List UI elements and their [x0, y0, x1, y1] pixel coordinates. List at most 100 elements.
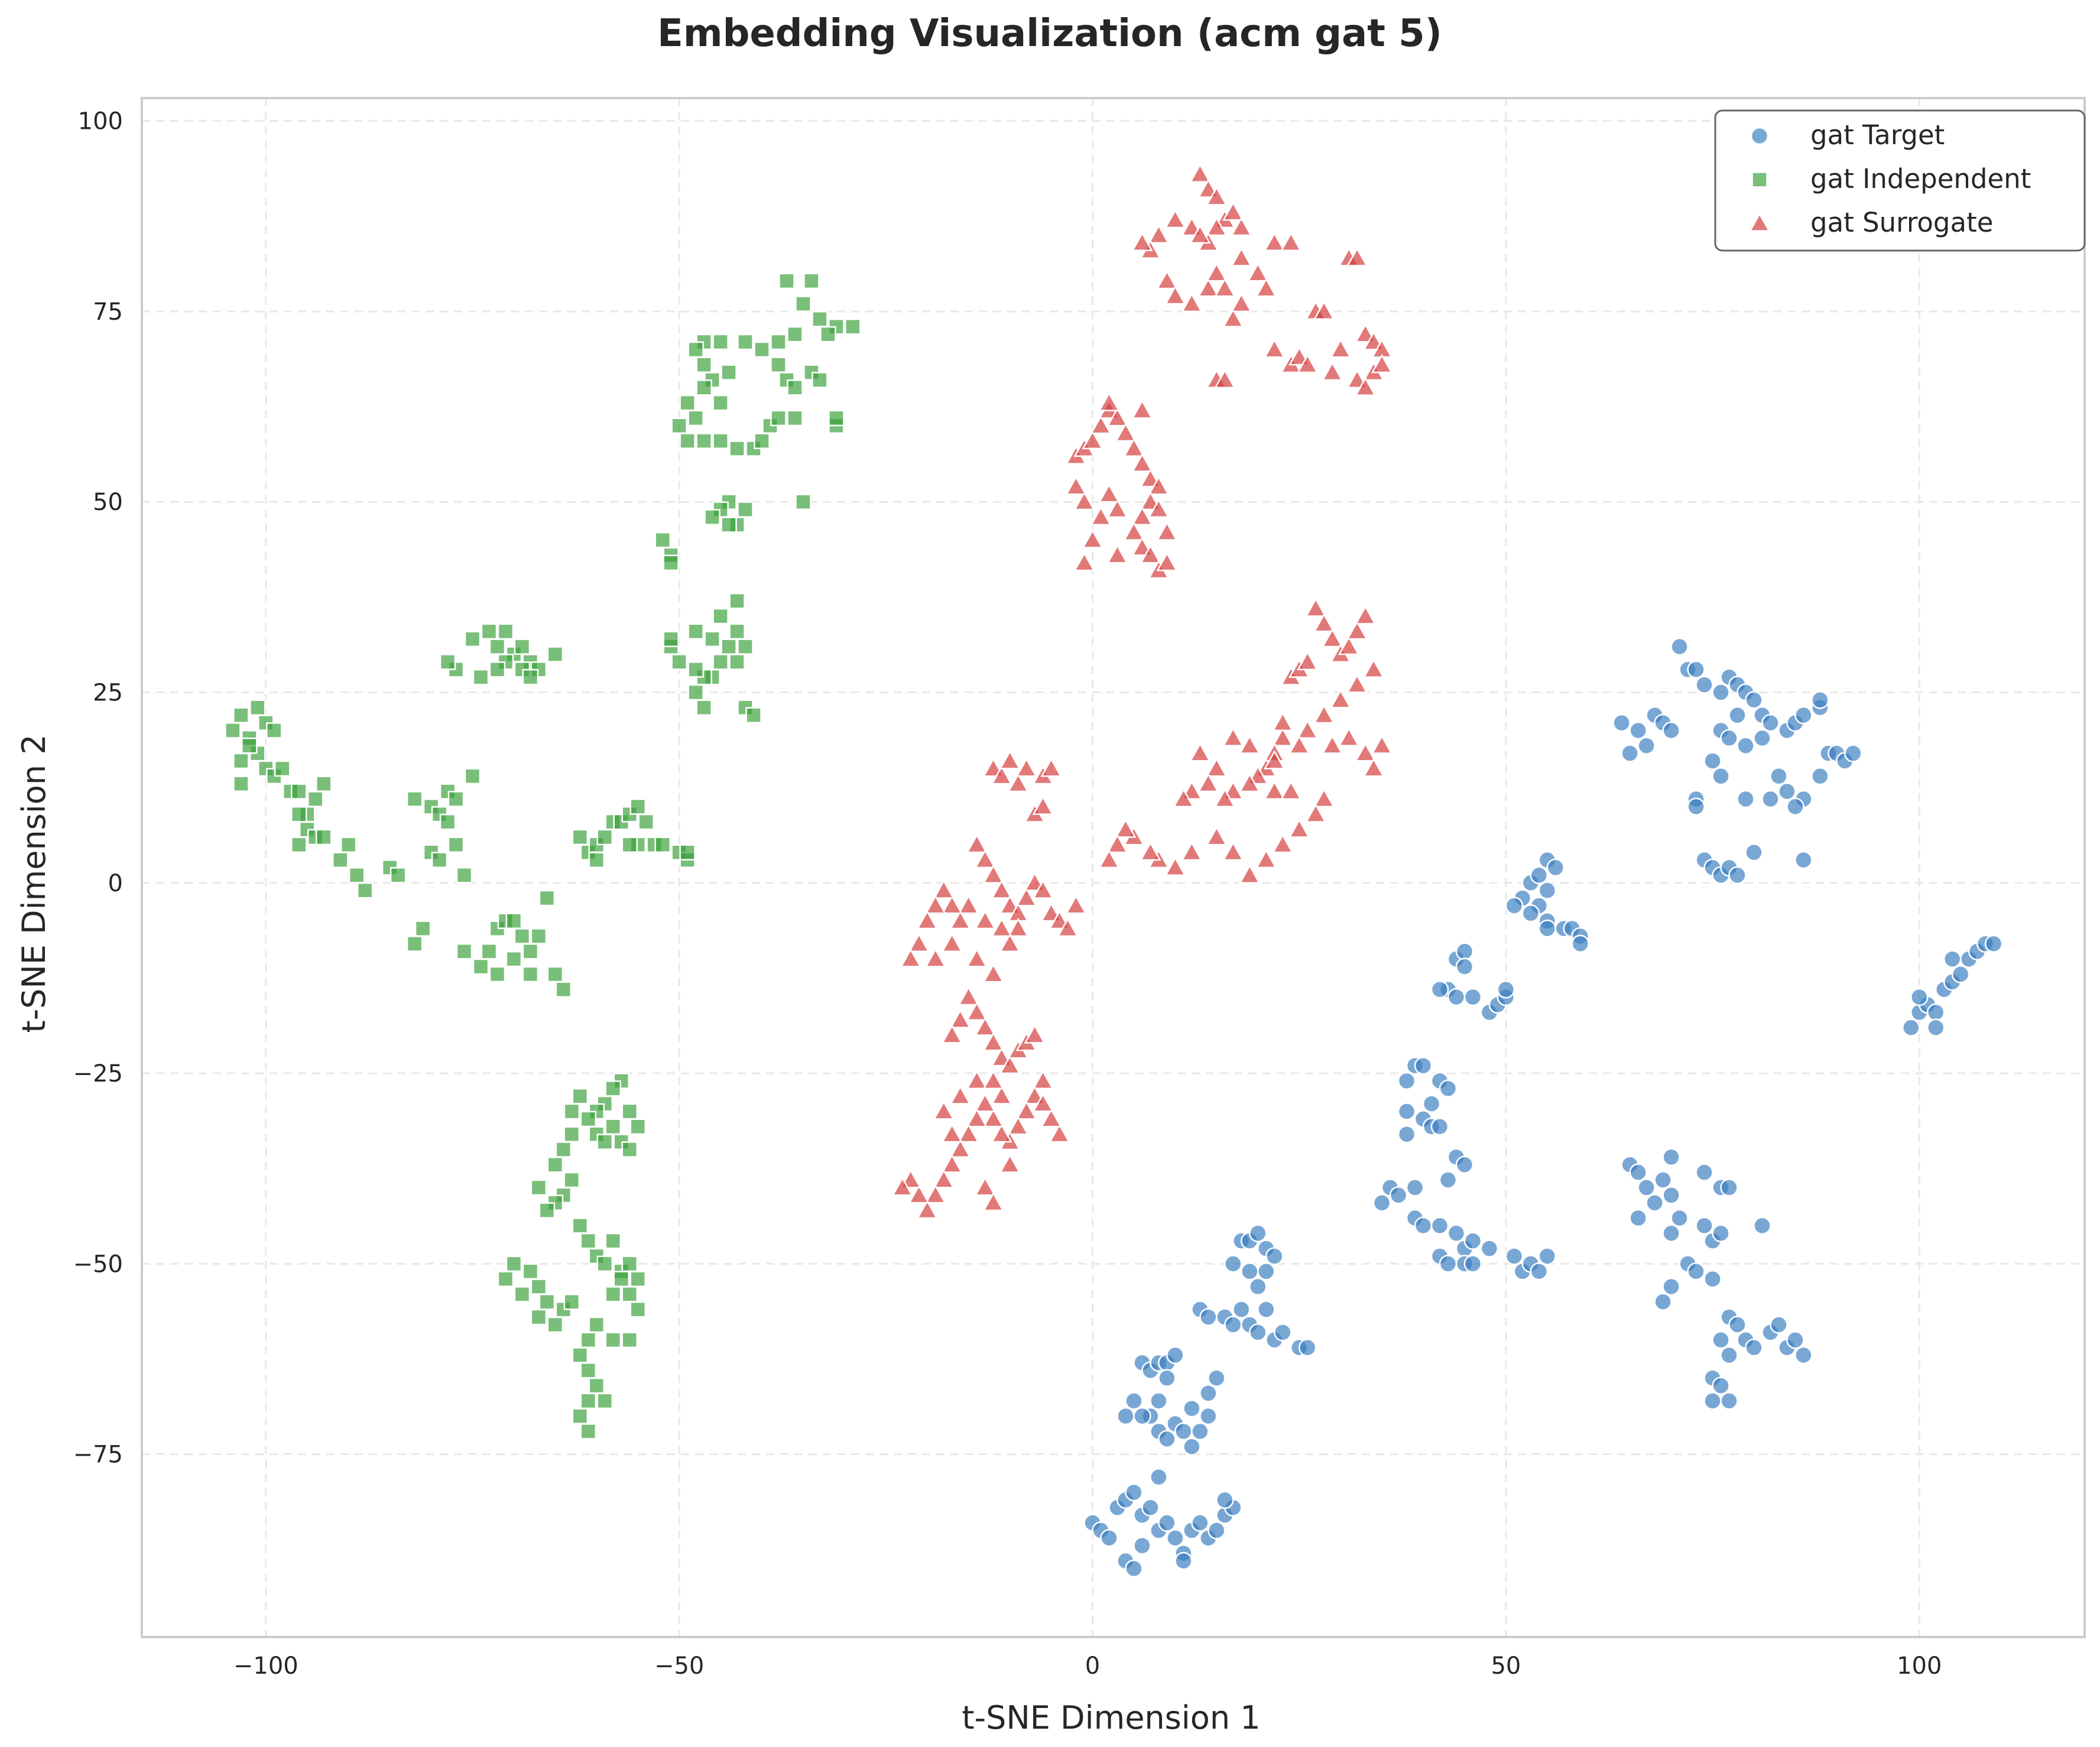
gat-independent-point [621, 1286, 638, 1303]
gat-target-point [1166, 1529, 1184, 1547]
gat-surrogate-point [1032, 1070, 1054, 1090]
gat-surrogate-point [1148, 498, 1170, 518]
gat-independent-point [605, 1332, 622, 1348]
gat-independent-point [274, 760, 291, 777]
gat-surrogate-point [1123, 521, 1145, 541]
gat-independent-point [704, 631, 720, 648]
gat-independent-point [720, 517, 737, 533]
gat-target-point [1447, 1224, 1466, 1243]
gat-surrogate-point [1239, 864, 1261, 884]
gat-target-point [1654, 1171, 1672, 1189]
gat-independent-point [588, 1377, 605, 1394]
gat-independent-point [572, 1408, 589, 1424]
gat-surrogate-point [982, 1031, 1004, 1051]
gat-independent-point [538, 889, 556, 907]
gat-surrogate-point [941, 894, 963, 914]
gat-surrogate-point [1073, 491, 1095, 511]
gat-target-point [1712, 1376, 1730, 1395]
gat-independent-point [547, 1157, 564, 1173]
plot-area-frame [141, 97, 2086, 1638]
gat-target-point [1249, 1277, 1267, 1296]
gat-independent-point [291, 783, 307, 800]
gat-target-point [1439, 1079, 1458, 1098]
gat-target-point [1141, 1498, 1160, 1517]
gat-surrogate-point [1362, 757, 1385, 777]
gat-target-point [1662, 1224, 1680, 1243]
y-tick-label: −25 [73, 1060, 123, 1087]
gat-surrogate-point [1024, 1024, 1046, 1044]
gat-surrogate-point [949, 910, 971, 930]
gat-independent-point [530, 1179, 547, 1196]
gat-independent-point [580, 1332, 597, 1348]
gat-surrogate-point [1065, 475, 1087, 495]
gat-surrogate-point [933, 879, 955, 899]
gat-independent-point [439, 654, 456, 670]
gat-surrogate-point [999, 1054, 1021, 1074]
gat-target-point [1133, 1537, 1151, 1555]
gat-surrogate-point [1115, 422, 1137, 442]
gat-independent-point [340, 836, 357, 853]
gat-surrogate-point [1206, 262, 1228, 282]
gat-surrogate-point [1264, 780, 1286, 800]
gat-surrogate-point [1322, 628, 1343, 648]
gat-surrogate-point [1272, 833, 1294, 853]
gat-surrogate-point [941, 933, 963, 952]
legend-label-independent: gat Independent [1810, 163, 2031, 194]
gat-target-point [1530, 1262, 1549, 1281]
gat-independent-point [464, 768, 481, 785]
gat-surrogate-point [1214, 277, 1236, 297]
gat-surrogate-point [1255, 277, 1277, 297]
gat-independent-point [696, 379, 712, 396]
gat-surrogate-point [966, 948, 988, 967]
gat-target-point [1712, 767, 1730, 785]
gat-target-point [1712, 1330, 1730, 1349]
gat-surrogate-point [1156, 551, 1178, 571]
gat-surrogate-point [1297, 719, 1319, 739]
gat-independent-point [580, 1110, 597, 1128]
gat-target-point [1629, 1209, 1647, 1228]
gat-independent-point [538, 1202, 556, 1219]
gat-independent-point [596, 1134, 614, 1150]
gat-independent-point [505, 913, 522, 929]
gat-target-point [1662, 1148, 1680, 1167]
gat-independent-point [580, 1423, 597, 1440]
gat-target-point [1463, 988, 1482, 1006]
gat-surrogate-point [1015, 887, 1037, 907]
gat-independent-point [348, 867, 365, 884]
gat-independent-point [828, 410, 845, 427]
gat-independent-point [538, 1294, 556, 1310]
gat-target-point [1753, 729, 1771, 748]
gat-target-point [1538, 881, 1557, 900]
data-points [225, 163, 2003, 1578]
gat-target-point [1794, 1346, 1813, 1365]
gat-target-point [1530, 866, 1549, 885]
gat-target-point [1844, 744, 1862, 762]
gat-surrogate-point [933, 1168, 955, 1189]
gat-surrogate-point [1222, 727, 1244, 746]
gat-surrogate-point [908, 1184, 930, 1204]
gat-independent-point [225, 722, 241, 739]
gat-target-point [1670, 637, 1689, 656]
gat-surrogate-point [1239, 735, 1261, 754]
gat-target-point [1158, 1514, 1176, 1532]
gat-surrogate-point [958, 986, 979, 1006]
gat-surrogate-point [1082, 430, 1103, 450]
gat-target-point [1455, 1155, 1474, 1174]
gat-surrogate-point [1362, 658, 1385, 678]
gat-surrogate-point [1123, 437, 1145, 457]
gat-surrogate-point [1313, 704, 1335, 724]
gat-independent-point [522, 966, 539, 983]
gat-target-point [1926, 1003, 1945, 1022]
gat-surrogate-point [1098, 483, 1120, 503]
gat-target-point [1414, 1056, 1433, 1075]
gat-target-point [1737, 736, 1755, 755]
gat-target-point [1463, 1255, 1482, 1273]
gat-surrogate-point [924, 1184, 946, 1204]
gat-target-point [1703, 752, 1722, 770]
gat-independent-point [572, 1087, 589, 1105]
gat-surrogate-point [982, 963, 1004, 983]
gat-surrogate-point [1090, 414, 1112, 434]
gat-surrogate-point [1032, 879, 1054, 899]
gat-target-point [1521, 904, 1540, 923]
